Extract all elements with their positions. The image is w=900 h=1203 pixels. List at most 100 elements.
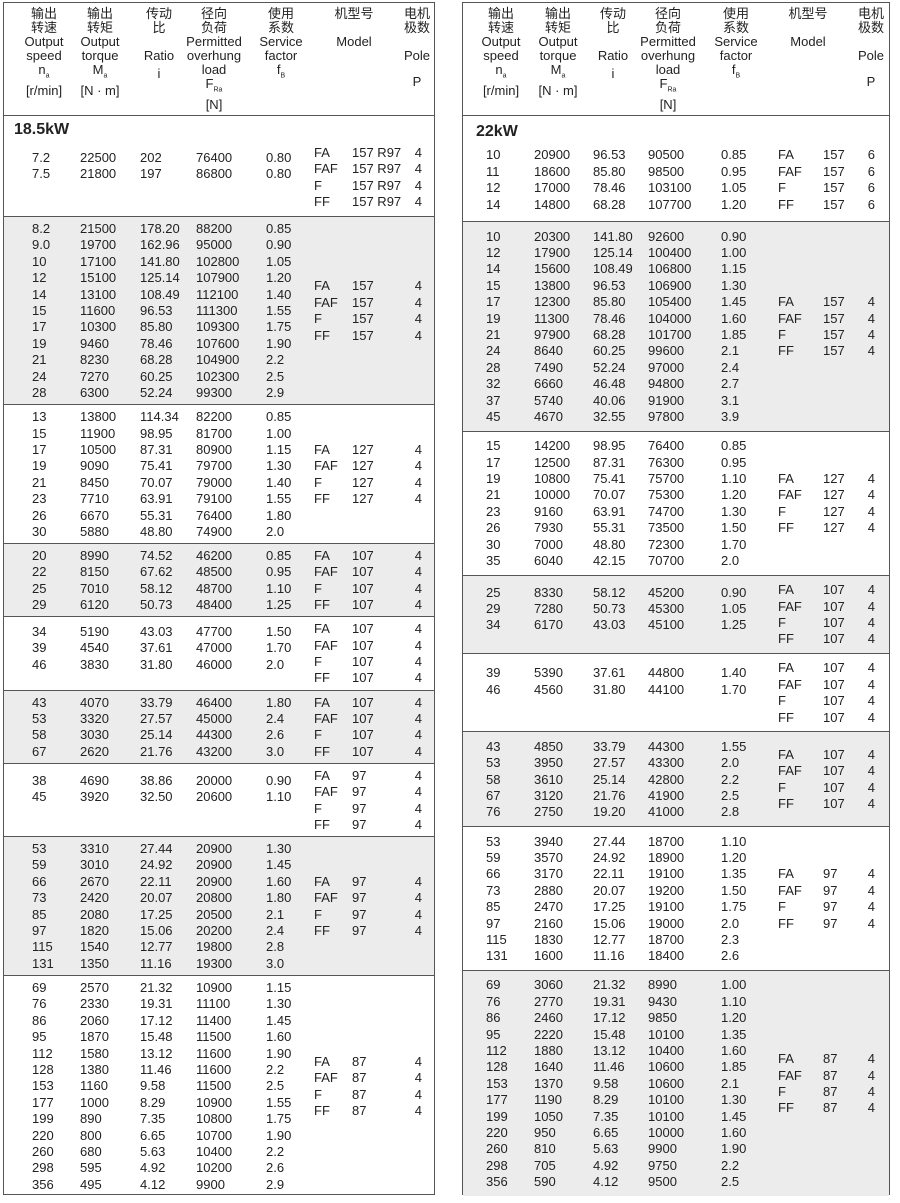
table-cell: 10 [32,253,47,269]
table-cell: 1.20 [721,849,747,865]
header-text: [r/min] [25,82,63,98]
table-cell: 112 [32,1045,53,1061]
table-cell: 2.8 [266,939,285,955]
header-text: Output [80,34,120,49]
header-cell: 机型号 Model [322,7,386,49]
table-cell: 298 [32,1160,54,1176]
table-cell: 15100 [80,270,117,286]
table-cell: 7270 [80,368,109,384]
table-cell: 25.14 [140,727,173,743]
table-cell: 67 [32,743,47,759]
table-cell: 3310 [80,841,109,857]
table-cell: 5880 [80,523,109,539]
table-cell: 45200 [648,584,685,600]
header-text: Permitted [186,34,242,49]
table-cell: 220 [486,1125,508,1141]
table-cell: 2460 [534,1010,563,1026]
table-cell: 97900 [534,327,571,343]
pole-cell: 4 [414,817,422,833]
model-cell: F [778,180,786,196]
table-cell: 1.10 [266,789,292,805]
model-cell: FA [314,278,330,294]
header-cell: 电机 极数 Pole P [839,7,900,89]
table-cell: 24.92 [593,849,626,865]
table-cell: 26 [486,520,501,536]
table-cell: 87.31 [140,441,173,457]
table-cell: 14800 [534,196,571,212]
table-cell: 21.76 [140,743,173,759]
table-cell: 10 [486,228,501,244]
header-cell: 传动比 Ratio i [581,7,645,81]
table-cell: 34 [486,617,501,633]
table-cell: 162.96 [140,237,180,253]
table-cell: 78.46 [140,335,173,351]
table-cell: 53 [486,833,501,849]
model-cell: F [314,654,322,670]
table-cell: 7490 [534,359,563,375]
table-cell: 197 [140,166,162,182]
table-cell: 18600 [534,163,571,179]
table-cell: 1.20 [266,270,292,286]
table-cell: 95 [32,1029,47,1045]
table-cell: 21 [32,352,47,368]
table-cell: 1.40 [266,286,292,302]
model-cell: FA [314,873,330,889]
table-cell: 1.00 [266,425,292,441]
table-cell: 20800 [196,890,233,906]
table-cell: 34 [32,623,47,639]
table-cell: 1160 [80,1078,108,1094]
model-cell: FA [778,1051,794,1067]
header-text: Model [336,34,372,49]
model-cell: FF [314,194,330,210]
table-cell: 85.80 [593,163,626,179]
pole-cell: 4 [867,343,875,359]
table-cell: 63.91 [140,491,173,507]
header-text: load [655,62,681,77]
table-cell: 1.45 [266,1012,292,1028]
table-cell: 15600 [534,261,571,277]
table-cell: 4.92 [593,1157,619,1173]
table-cell: 98.95 [140,425,173,441]
header-text: 转矩 [86,20,113,35]
table-cell: 2.2 [266,1143,285,1159]
table-cell: 19000 [648,915,685,931]
symbol-main: M [92,62,104,77]
row-group: 38 4690 38.86 20000 0.90 45 3920 32.50 20600 1.10… [4,763,434,836]
table-cell: 356 [32,1176,54,1192]
table-cell: 95 [486,1026,501,1042]
model-cell: 107 [352,564,374,580]
table-cell: 4.12 [140,1176,166,1192]
header-cell: 输出 转矩 Output torque Ma [N · m] [68,7,132,98]
table-cell: 13800 [534,277,571,293]
table-cell: 32.50 [140,789,173,805]
model-cell: F [314,1086,322,1102]
table-cell: 1.00 [721,245,747,261]
table-cell: 9500 [648,1174,677,1190]
table-cell: 3940 [534,833,563,849]
table-cell: 112 [486,1043,507,1059]
table-cell: 9090 [80,458,109,474]
table-cell: 298 [486,1157,508,1173]
header-cell: 输出 转矩 Output torque Ma [N · m] [526,7,590,98]
table-cell: 1.10 [266,580,292,596]
header-cell: 使用 系数 Service factor fB [249,7,313,84]
table-cell: 19800 [196,939,233,955]
table-cell: 177 [486,1092,508,1108]
table-cell: 11.46 [140,1061,172,1077]
model-cell: 127 [352,491,374,507]
table-cell: 1820 [80,923,109,939]
table-cell: 67 [486,787,501,803]
table-cell: 21 [486,327,501,343]
model-cell: FAF [314,564,338,580]
table-cell: 1350 [80,955,109,971]
table-cell: 27.57 [140,710,173,726]
model-cell: FF [314,743,330,759]
table-cell: 11600 [196,1045,232,1061]
table-cell: 68.28 [140,352,173,368]
table-cell: 2.1 [266,906,285,922]
table-cell: 92600 [648,228,685,244]
table-cell: 38 [32,772,47,788]
table-cell: 115 [32,939,53,955]
pole-cell: 4 [867,294,875,310]
pole-cell: 4 [867,866,875,882]
